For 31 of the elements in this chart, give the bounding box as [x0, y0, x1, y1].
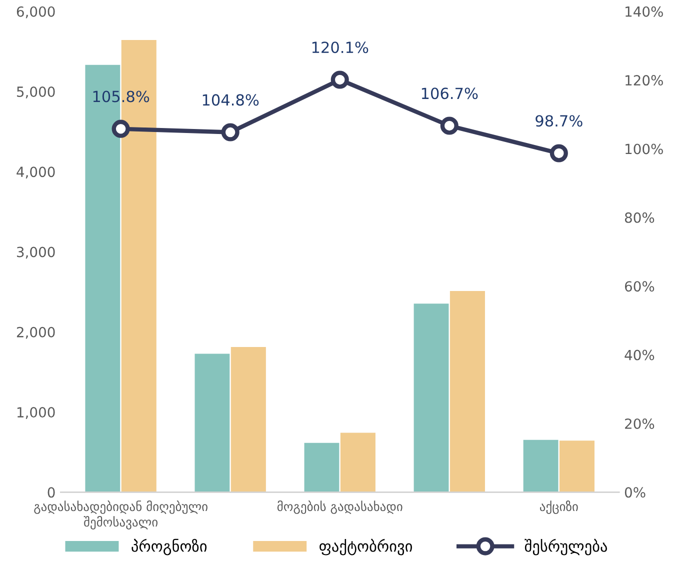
data-label: 105.8% — [93, 90, 150, 102]
data-label: 120.1% — [312, 42, 368, 54]
y2-tick-label: 0% — [624, 487, 646, 498]
data-label: 106.7% — [422, 88, 478, 100]
y-tick-label: 5,000 — [17, 86, 55, 98]
y-tick-label: 6,000 — [16, 6, 55, 18]
point — [112, 120, 130, 138]
x-tick-label: აქციზი — [540, 500, 578, 514]
legend-label: შესრულება — [524, 538, 608, 556]
y2-tick-label: 80% — [624, 212, 654, 223]
y2-tick-label: 140% — [626, 6, 663, 17]
x-tick-label: მოგების გადასახადი — [277, 500, 402, 514]
y2-tick-label: 60% — [624, 281, 654, 292]
y-tick-label: 0 — [48, 487, 55, 498]
legend-label: პროგნოზი — [132, 538, 207, 556]
point — [550, 144, 568, 162]
point — [221, 123, 240, 142]
y2-tick-label: 120% — [626, 75, 663, 86]
y2-tick-label: 20% — [625, 418, 654, 429]
y-tick-label: 1,000 — [17, 407, 55, 419]
x-tick-label: გადასახადებიდან მიღებული შემოსავალი — [34, 500, 208, 530]
legend-label: ფაქტობრივი — [320, 538, 412, 556]
data-label: 104.8% — [202, 94, 259, 106]
y-tick-label: 4,000 — [16, 166, 55, 179]
y-tick-label: 3,000 — [17, 246, 55, 259]
point — [330, 70, 349, 89]
y-tick-label: 2,000 — [16, 326, 55, 339]
y2-tick-label: 40% — [624, 350, 654, 360]
point — [440, 116, 458, 135]
y2-tick-label: 100% — [626, 144, 663, 154]
data-label: 98.7% — [536, 115, 582, 127]
